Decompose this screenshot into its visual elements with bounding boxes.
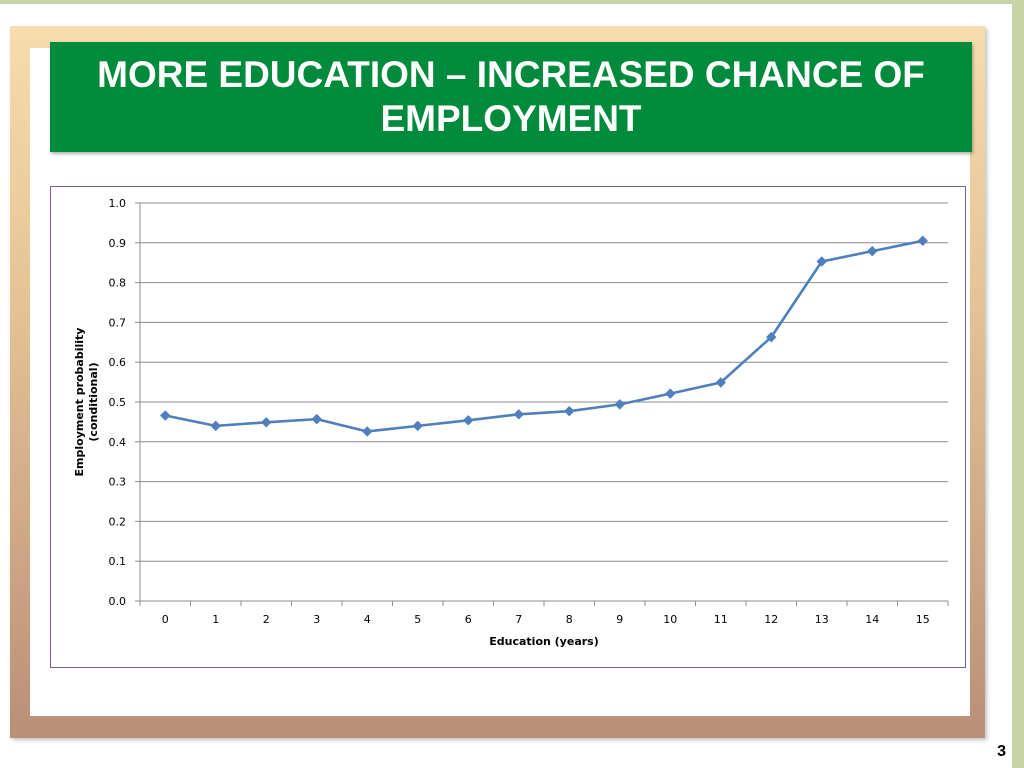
page-number: 3 [997, 743, 1006, 760]
y-tick-label: 0.2 [109, 515, 127, 528]
series-layer [160, 235, 928, 437]
data-point [261, 417, 272, 428]
x-tick-label: 14 [865, 613, 879, 626]
data-point [917, 235, 928, 247]
data-point [160, 410, 171, 421]
data-point [210, 420, 221, 432]
data-point [766, 331, 777, 343]
slide-title: MORE EDUCATION – INCREASED CHANCE OF EMP… [97, 54, 925, 139]
x-tick-label: 7 [515, 613, 522, 626]
y-tick-label: 0.6 [109, 356, 127, 369]
data-point [311, 413, 322, 425]
x-tick-label: 6 [465, 613, 472, 626]
y-tick-label: 0.5 [109, 396, 127, 409]
y-axis-label: Employment probability(conditional) [73, 328, 100, 477]
data-point [665, 388, 676, 399]
x-tick-label: 1 [212, 613, 219, 626]
x-tick-label: 0 [162, 613, 169, 626]
title-banner: MORE EDUCATION – INCREASED CHANCE OF EMP… [50, 42, 972, 152]
data-point [513, 409, 524, 420]
data-point [463, 415, 474, 426]
y-tick-label: 0.8 [109, 277, 127, 290]
top-accent-strip [0, 0, 1024, 4]
series-line [164, 239, 924, 433]
x-tick-label: 10 [663, 613, 677, 626]
y-tick-label: 1.0 [109, 197, 127, 210]
x-tick-label: 15 [916, 613, 930, 626]
x-axis-label: Education (years) [489, 635, 599, 648]
x-tick-label: 4 [364, 613, 371, 626]
grid-layer [140, 202, 948, 602]
data-point [715, 377, 726, 388]
x-tick-label: 13 [815, 613, 829, 626]
data-point [614, 399, 625, 410]
y-tick-label: 0.9 [109, 237, 127, 250]
x-tick-label: 5 [414, 613, 421, 626]
y-tick-label: 0.1 [109, 555, 127, 568]
data-point [412, 420, 423, 432]
x-tick-label: 11 [714, 613, 728, 626]
data-point [867, 245, 878, 257]
chart-container: 0.0 0.1 0.2 0.3 0.4 0.5 0.6 0.7 0.8 0.9 1.0 0 1 2 3 4 5 6… [50, 186, 966, 668]
y-tick-label: 0.4 [109, 436, 127, 449]
right-accent-strip [1012, 0, 1024, 768]
y-axis-label-line: Employment probability [73, 328, 86, 477]
x-tick-label: 3 [313, 613, 320, 626]
data-point [816, 256, 827, 267]
x-tick-label: 2 [263, 613, 270, 626]
data-point [362, 426, 373, 437]
y-axis-label-line: (conditional) [87, 362, 100, 441]
line-chart: 0.00.10.20.30.40.50.60.70.80.91.00 1 2 3 4 5 6… [73, 197, 949, 648]
y-tick-label: 0.7 [109, 316, 127, 329]
x-tick-label: 8 [566, 613, 573, 626]
y-tick-label: 0.3 [109, 476, 127, 489]
y-tick-label: 0.0 [109, 595, 127, 608]
data-point [564, 405, 575, 417]
x-tick-label: 9 [616, 613, 623, 626]
axis-layer: 0.00.10.20.30.40.50.60.70.80.91.00 1 2 3 4 5 6… [109, 197, 949, 626]
x-tick-label: 12 [764, 613, 778, 626]
